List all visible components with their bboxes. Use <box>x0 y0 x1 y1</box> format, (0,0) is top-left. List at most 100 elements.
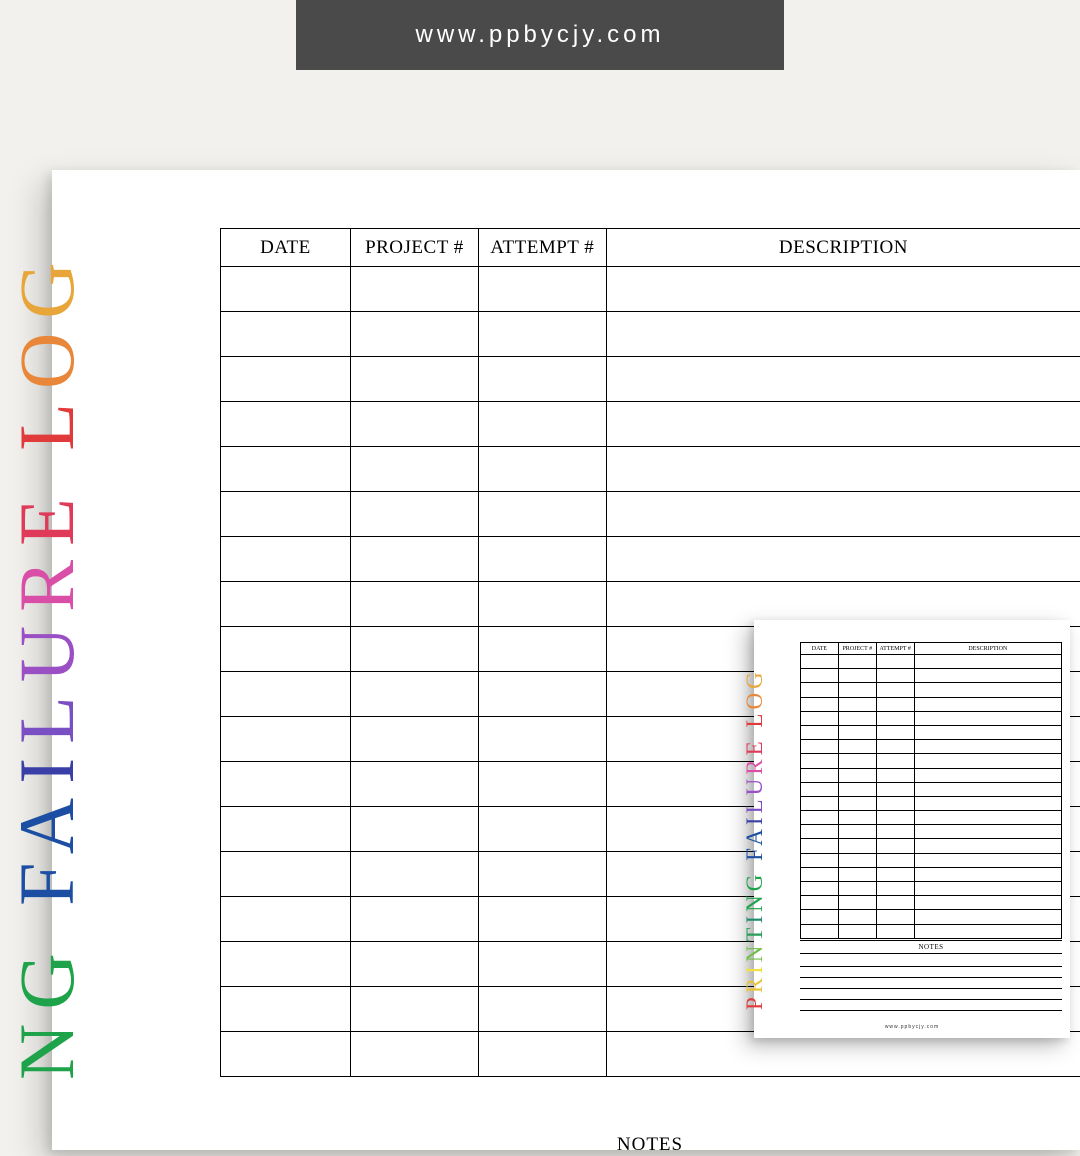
col-header-date: DATE <box>221 229 351 267</box>
col-header-project-small: PROJECT # <box>838 643 876 655</box>
table-cell <box>838 782 876 796</box>
title-letter: U <box>742 775 767 796</box>
title-letter: I <box>742 813 767 825</box>
table-cell <box>801 825 839 839</box>
notes-line <box>800 967 1062 978</box>
title-letter <box>3 906 90 940</box>
table-cell <box>801 655 839 669</box>
col-header-attempt: ATTEMPT # <box>478 229 606 267</box>
table-cell <box>606 537 1080 582</box>
table-row <box>801 882 1062 896</box>
title-letter: L <box>742 795 767 813</box>
table-cell <box>221 987 351 1032</box>
notes-line <box>800 989 1062 1000</box>
notes-line <box>800 1000 1062 1011</box>
table-cell <box>876 811 914 825</box>
table-cell <box>838 825 876 839</box>
table-cell <box>914 725 1061 739</box>
table-row <box>801 725 1062 739</box>
table-row <box>801 896 1062 910</box>
table-cell <box>838 882 876 896</box>
table-cell <box>350 312 478 357</box>
table-cell <box>914 910 1061 924</box>
table-row <box>221 537 1080 582</box>
title-letter: P <box>742 993 767 1010</box>
table-cell <box>801 853 839 867</box>
table-cell <box>350 357 478 402</box>
table-cell <box>221 357 351 402</box>
table-row <box>801 711 1062 725</box>
table-cell <box>838 867 876 881</box>
table-cell <box>838 697 876 711</box>
notes-line <box>800 978 1062 989</box>
table-row <box>801 839 1062 853</box>
title-letter <box>3 451 90 485</box>
table-cell <box>801 711 839 725</box>
table-cell <box>801 811 839 825</box>
table-cell <box>350 717 478 762</box>
table-cell <box>478 807 606 852</box>
table-cell <box>876 924 914 938</box>
table-cell <box>478 582 606 627</box>
table-cell <box>350 852 478 897</box>
title-letter: L <box>3 682 90 744</box>
table-cell <box>478 492 606 537</box>
log-table-small: DATE PROJECT # ATTEMPT # DESCRIPTION <box>800 642 1062 939</box>
table-cell <box>876 896 914 910</box>
table-cell <box>221 537 351 582</box>
table-cell <box>801 882 839 896</box>
table-cell <box>914 711 1061 725</box>
table-cell <box>606 1032 1080 1077</box>
table-row <box>801 853 1062 867</box>
table-cell <box>838 740 876 754</box>
table-row <box>221 357 1080 402</box>
table-cell <box>801 839 839 853</box>
table-row <box>221 1032 1080 1077</box>
table-row <box>801 796 1062 810</box>
table-cell <box>221 447 351 492</box>
title-letter <box>742 728 767 738</box>
table-row <box>801 683 1062 697</box>
table-cell <box>478 672 606 717</box>
title-letter: I <box>742 912 767 924</box>
table-cell <box>350 267 478 312</box>
col-header-description: DESCRIPTION <box>606 229 1080 267</box>
table-row <box>801 782 1062 796</box>
title-letter: R <box>742 755 767 774</box>
table-row <box>801 655 1062 669</box>
title-letter <box>742 861 767 871</box>
table-cell <box>350 987 478 1032</box>
title-letter: O <box>3 319 90 389</box>
table-cell <box>221 672 351 717</box>
table-cell <box>876 725 914 739</box>
table-cell <box>350 807 478 852</box>
table-cell <box>838 896 876 910</box>
title-letter: N <box>3 1010 90 1080</box>
table-cell <box>478 717 606 762</box>
table-cell <box>350 942 478 987</box>
table-cell <box>221 492 351 537</box>
title-letter: N <box>742 891 767 912</box>
table-cell <box>350 627 478 672</box>
table-cell <box>876 825 914 839</box>
table-row <box>801 867 1062 881</box>
table-cell <box>914 839 1061 853</box>
title-letter: O <box>742 689 767 710</box>
table-row <box>801 754 1062 768</box>
table-cell <box>801 924 839 938</box>
table-cell <box>838 839 876 853</box>
table-cell <box>876 754 914 768</box>
table-cell <box>876 697 914 711</box>
table-row <box>801 910 1062 924</box>
url-banner: www.ppbycjy.com <box>296 0 784 70</box>
table-cell <box>914 697 1061 711</box>
table-cell <box>838 768 876 782</box>
table-cell <box>478 357 606 402</box>
table-row <box>801 825 1062 839</box>
banner-text: www.ppbycjy.com <box>416 21 665 49</box>
table-cell <box>478 987 606 1032</box>
table-cell <box>801 669 839 683</box>
table-cell <box>801 754 839 768</box>
notes-label-large: NOTES <box>220 1134 1080 1156</box>
table-cell <box>221 897 351 942</box>
